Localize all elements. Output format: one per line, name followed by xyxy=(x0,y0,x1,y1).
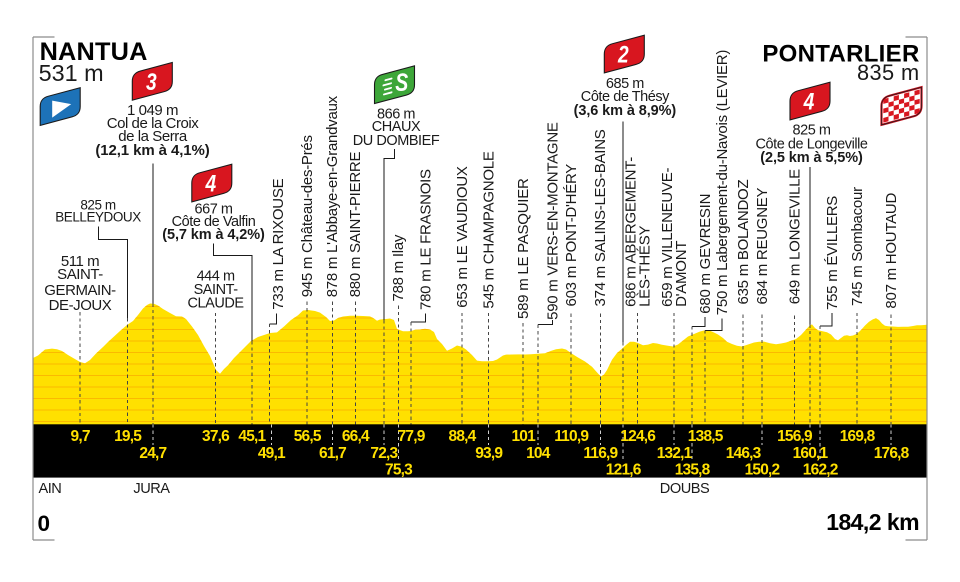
svg-text:3: 3 xyxy=(146,68,157,96)
svg-text:S: S xyxy=(395,69,408,97)
svg-text:138,5: 138,5 xyxy=(688,428,724,445)
svg-text:511 m: 511 m xyxy=(61,253,99,270)
svg-text:PONTARLIER: PONTARLIER xyxy=(762,40,919,67)
svg-text:162,2: 162,2 xyxy=(803,462,838,479)
svg-text:DU DOMBIEF: DU DOMBIEF xyxy=(353,133,440,149)
svg-text:132,1: 132,1 xyxy=(657,445,693,462)
svg-text:825 m: 825 m xyxy=(80,197,115,212)
svg-text:88,4: 88,4 xyxy=(449,428,477,445)
svg-text:110,9: 110,9 xyxy=(554,428,589,445)
svg-text:745 m Sombacour: 745 m Sombacour xyxy=(849,187,866,306)
svg-text:156,9: 156,9 xyxy=(777,428,813,445)
svg-text:DOUBS: DOUBS xyxy=(660,481,710,497)
svg-text:945 m Château-des-Prés: 945 m Château-des-Prés xyxy=(299,135,316,297)
svg-text:93,9: 93,9 xyxy=(475,445,503,462)
svg-text:444 m: 444 m xyxy=(197,269,235,285)
svg-text:56,5: 56,5 xyxy=(294,428,322,445)
svg-text:66,4: 66,4 xyxy=(342,428,370,445)
svg-text:LÈS-THÉSY: LÈS-THÉSY xyxy=(637,226,654,307)
svg-text:135,8: 135,8 xyxy=(675,462,711,479)
svg-text:GERMAIN-: GERMAIN- xyxy=(44,282,116,299)
svg-text:635 m BOLANDOZ: 635 m BOLANDOZ xyxy=(735,180,752,305)
svg-text:2: 2 xyxy=(617,41,629,69)
svg-text:807 m HOUTAUD: 807 m HOUTAUD xyxy=(883,193,900,309)
svg-text:Côte de Valfin: Côte de Valfin xyxy=(172,214,256,230)
svg-text:169,8: 169,8 xyxy=(840,428,876,445)
svg-text:603 m PONT-D'HÉRY: 603 m PONT-D'HÉRY xyxy=(563,164,580,307)
svg-text:545 m CHAMPAGNOLE: 545 m CHAMPAGNOLE xyxy=(481,151,498,308)
svg-text:CLAUDE: CLAUDE xyxy=(188,296,245,312)
svg-text:150,2: 150,2 xyxy=(745,462,780,479)
svg-text:104: 104 xyxy=(526,445,551,462)
svg-text:37,6: 37,6 xyxy=(202,428,230,445)
svg-text:(5,7 km à 4,2%): (5,7 km à 4,2%) xyxy=(162,227,265,243)
svg-text:866 m: 866 m xyxy=(377,107,415,123)
svg-text:Col de la Croix: Col de la Croix xyxy=(107,115,200,132)
svg-text:589 m LE PASQUIER: 589 m LE PASQUIER xyxy=(515,178,532,319)
svg-text:BELLEYDOUX: BELLEYDOUX xyxy=(55,210,141,225)
svg-text:4: 4 xyxy=(803,88,815,116)
svg-text:374 m SALINS-LES-BAINS: 374 m SALINS-LES-BAINS xyxy=(592,129,609,306)
svg-text:4: 4 xyxy=(205,170,217,198)
svg-text:825 m: 825 m xyxy=(792,122,830,138)
svg-text:121,6: 121,6 xyxy=(606,462,642,479)
svg-text:116,9: 116,9 xyxy=(583,445,618,462)
svg-text:0: 0 xyxy=(38,511,51,536)
svg-text:835 m: 835 m xyxy=(857,60,920,85)
svg-text:176,8: 176,8 xyxy=(874,445,910,462)
svg-text:AIN: AIN xyxy=(39,481,62,497)
svg-text:Côte de Thésy: Côte de Thésy xyxy=(581,89,670,105)
svg-text:124,6: 124,6 xyxy=(620,428,656,445)
svg-text:531 m: 531 m xyxy=(39,60,104,86)
svg-text:(12,1 km à 4,1%): (12,1 km à 4,1%) xyxy=(95,142,209,159)
svg-text:878 m L'Abbaye-en-Grandvaux: 878 m L'Abbaye-en-Grandvaux xyxy=(324,95,341,297)
svg-text:659 m VILLENEUVE-: 659 m VILLENEUVE- xyxy=(659,168,676,307)
svg-text:686 m ABERGEMENT-: 686 m ABERGEMENT- xyxy=(623,157,640,307)
svg-text:45,1: 45,1 xyxy=(238,428,266,445)
svg-text:de la Serra: de la Serra xyxy=(118,128,188,145)
svg-text:Côte de Longeville: Côte de Longeville xyxy=(755,137,867,153)
svg-text:CHAUX: CHAUX xyxy=(372,119,421,135)
svg-text:9,7: 9,7 xyxy=(71,428,90,445)
svg-text:D'AMONT: D'AMONT xyxy=(673,241,690,307)
svg-text:61,7: 61,7 xyxy=(319,445,346,462)
svg-text:590 m VERS-EN-MONTAGNE: 590 m VERS-EN-MONTAGNE xyxy=(545,122,562,320)
svg-text:667 m: 667 m xyxy=(194,202,232,218)
svg-text:49,1: 49,1 xyxy=(258,445,286,462)
svg-text:1 049 m: 1 049 m xyxy=(127,102,178,119)
svg-text:733 m LA RIXOUSE: 733 m LA RIXOUSE xyxy=(270,178,287,309)
svg-text:SAINT-: SAINT- xyxy=(194,282,239,298)
svg-text:DE-JOUX: DE-JOUX xyxy=(49,297,112,314)
svg-text:(3,6 km à 8,9%): (3,6 km à 8,9%) xyxy=(574,103,677,119)
svg-text:788 m Ilay: 788 m Ilay xyxy=(390,234,407,301)
svg-text:SAINT-: SAINT- xyxy=(57,266,103,283)
svg-text:680 m GEVRESIN: 680 m GEVRESIN xyxy=(697,194,714,314)
svg-text:880 m SAINT-PIERRE: 880 m SAINT-PIERRE xyxy=(347,152,364,298)
svg-text:184,2 km: 184,2 km xyxy=(826,509,919,535)
svg-text:649 m LONGEVILLE: 649 m LONGEVILLE xyxy=(787,169,804,304)
svg-text:685 m: 685 m xyxy=(606,76,644,92)
svg-text:750 m Labergement-du-Navois (L: 750 m Labergement-du-Navois (LEVIER) xyxy=(714,50,731,316)
svg-text:146,3: 146,3 xyxy=(726,445,762,462)
svg-text:NANTUA: NANTUA xyxy=(40,38,148,66)
svg-text:160,1: 160,1 xyxy=(793,445,829,462)
svg-text:(2,5 km à 5,5%): (2,5 km à 5,5%) xyxy=(760,150,863,166)
svg-text:72,3: 72,3 xyxy=(370,445,398,462)
svg-text:684 m REUGNEY: 684 m REUGNEY xyxy=(754,187,771,304)
svg-text:653 m LE VAUDIOUX: 653 m LE VAUDIOUX xyxy=(454,166,471,308)
svg-text:101: 101 xyxy=(511,428,536,445)
svg-text:77,9: 77,9 xyxy=(398,428,426,445)
svg-text:19,5: 19,5 xyxy=(114,428,142,445)
svg-text:755 m ÉVILLERS: 755 m ÉVILLERS xyxy=(824,196,841,310)
svg-text:780 m LE FRASNOIS: 780 m LE FRASNOIS xyxy=(418,169,435,310)
svg-text:24,7: 24,7 xyxy=(139,445,166,462)
svg-text:75,3: 75,3 xyxy=(385,462,413,479)
svg-text:JURA: JURA xyxy=(133,481,170,497)
